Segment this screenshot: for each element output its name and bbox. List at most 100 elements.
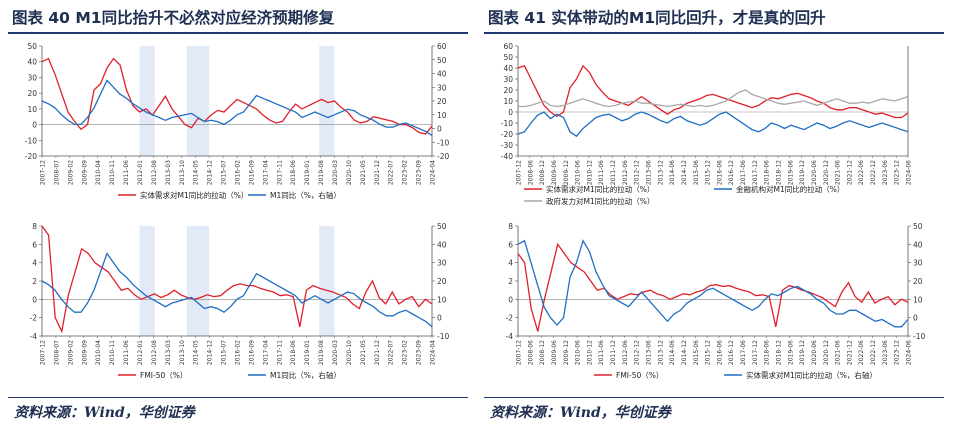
x-tick-label: 2022-12 (870, 340, 877, 365)
x-tick-label: 2021-05 (360, 340, 367, 365)
x-tick-label: 2013-06 (646, 340, 653, 365)
y-tick-label: 4 (32, 259, 37, 268)
x-tick-label: 2024-04 (430, 340, 437, 365)
x-tick-label: 2011-06 (123, 160, 130, 185)
x-tick-label: 2014-12 (207, 160, 214, 185)
x-tick-label: 2017-12 (752, 340, 759, 365)
x-tick-label: 2011-12 (610, 160, 617, 185)
y2-tick-label: 60 (437, 42, 447, 51)
x-tick-label: 2024-06 (906, 160, 913, 185)
legend-label: 金融机构对M1同比的拉动（%） (736, 184, 844, 194)
y-tick-label: -4 (30, 332, 38, 341)
shaded-period (186, 46, 210, 156)
x-tick-label: 2011-06 (598, 340, 605, 365)
shaded-period (319, 46, 335, 156)
y2-tick-label: 0 (437, 314, 442, 323)
x-tick-label: 2013-12 (657, 160, 664, 185)
x-tick-label: 2011-06 (598, 160, 605, 185)
y-tick-label: 40 (503, 64, 513, 73)
left-source-note: 资料来源：Wind，华创证券 (14, 405, 195, 421)
x-tick-label: 2008-06 (527, 160, 534, 185)
y2-tick-label: 0 (913, 314, 918, 323)
x-tick-label: 2020-12 (823, 160, 830, 185)
y-tick-label: 0 (508, 108, 513, 117)
y2-tick-label: 10 (913, 295, 923, 304)
y2-tick-label: 40 (437, 70, 447, 79)
x-tick-label: 2017-11 (276, 160, 283, 185)
x-tick-label: 2008-12 (539, 160, 546, 185)
y-tick-label: -10 (501, 119, 513, 128)
x-tick-label: 2012-08 (151, 160, 158, 185)
y2-tick-label: 10 (437, 295, 447, 304)
x-tick-label: 2014-05 (193, 340, 200, 365)
x-tick-label: 2008-12 (539, 340, 546, 365)
x-tick-label: 2022-07 (388, 340, 395, 365)
y-tick-label: 6 (508, 240, 513, 249)
x-tick-label: 2019-12 (799, 160, 806, 185)
chart-fmi-m1: -4 -2 0 2 4 6 8 -10 0 10 20 30 40 50 2007-12 2008-07 200… (30, 222, 450, 380)
y-tick-label: 0 (508, 295, 513, 304)
y-tick-label: 10 (27, 105, 37, 114)
y2-tick-label: 40 (913, 240, 923, 249)
x-tick-label: 2008-07 (53, 160, 60, 185)
x-tick-label: 2023-06 (882, 340, 889, 365)
y2-tick-label: 20 (437, 277, 447, 286)
x-tick-label: 2022-12 (870, 160, 877, 185)
x-tick-label: 2017-04 (262, 160, 269, 185)
right-title-rule (484, 32, 944, 34)
x-tick-label: 2017-11 (276, 340, 283, 365)
x-tick-label: 2020-12 (823, 340, 830, 365)
x-tick-label: 2015-07 (221, 340, 228, 365)
x-tick-label: 2021-05 (360, 160, 367, 185)
y2-tick-label: 50 (437, 222, 447, 231)
x-tick-label: 2009-02 (67, 340, 74, 365)
y2-tick-label: 20 (913, 277, 923, 286)
x-tick-label: 2016-09 (248, 340, 255, 365)
legend-label: FMI-50（%） (140, 371, 187, 380)
x-tick-label: 2015-07 (221, 160, 228, 185)
x-tick-label: 2023-12 (894, 160, 901, 185)
x-tick-label: 2013-10 (179, 160, 186, 185)
x-tick-label: 2010-04 (95, 340, 102, 365)
series-line-red (41, 225, 433, 334)
x-tick-label: 2012-06 (622, 340, 629, 365)
x-tick-label: 2021-12 (846, 340, 853, 365)
x-tick-label: 2010-12 (586, 160, 593, 185)
x-tick-label: 2021-12 (374, 160, 381, 185)
x-tick-label: 2013-03 (165, 340, 172, 365)
left-figure-panel: 图表 40 M1同比抬升不必然对应经济预期修复 -20 -10 0 10 20 30 40 5… (8, 0, 478, 421)
x-tick-label: 2010-11 (109, 160, 116, 185)
y2-tick-label: 50 (913, 222, 923, 231)
y2-tick-label: 10 (437, 111, 447, 120)
x-tick-label: 2010-06 (575, 160, 582, 185)
x-tick-label: 2015-12 (705, 340, 712, 365)
left-figure-title: 图表 40 M1同比抬升不必然对应经济预期修复 (12, 9, 335, 27)
x-tick-label: 2007-12 (516, 160, 523, 185)
x-tick-label: 2017-06 (740, 340, 747, 365)
shaded-period (319, 226, 335, 336)
x-tick-label: 2019-01 (304, 160, 311, 185)
x-tick-label: 2012-06 (622, 160, 629, 185)
left-title-rule (8, 32, 468, 34)
chart-m1-decomposition: -40 -30 -20 -10 0 10 20 30 40 50 60 2007-12 2008-06 2… (501, 42, 913, 206)
legend-label: M1同比（%，右轴） (270, 190, 341, 200)
x-tick-label: 2022-06 (858, 340, 865, 365)
x-tick-label: 2010-04 (95, 160, 102, 185)
series-line-gray (518, 89, 909, 108)
x-tick-label: 2018-12 (776, 160, 783, 185)
x-tick-label: 2007-12 (40, 160, 47, 185)
x-tick-label: 2024-06 (906, 340, 913, 365)
x-tick-label: 2018-06 (290, 340, 297, 365)
x-tick-label: 2009-09 (81, 160, 88, 185)
x-tick-label: 2018-06 (764, 340, 771, 365)
y-tick-label: 8 (508, 222, 513, 231)
y-tick-label: -20 (501, 130, 513, 139)
y2-tick-label: 40 (437, 240, 447, 249)
x-tick-label: 2020-03 (332, 340, 339, 365)
x-tick-label: 2009-12 (563, 160, 570, 185)
x-tick-label: 2023-09 (416, 160, 423, 185)
right-figure-panel: 图表 41 实体带动的M1同比回升，才是真的回升 -40 -30 -20 -10 0 10… (484, 0, 954, 421)
y-tick-label: -40 (501, 152, 513, 161)
series-line-red (517, 64, 909, 119)
x-tick-label: 2009-06 (551, 340, 558, 365)
